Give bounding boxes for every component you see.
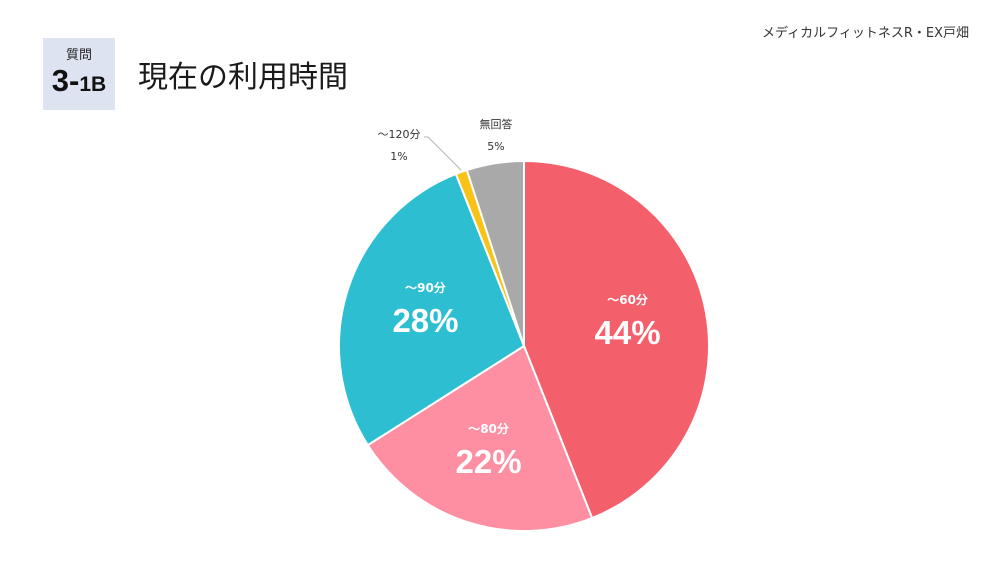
slice-value-4: 5% [487,140,504,153]
question-number-main: 3- [51,63,80,98]
org-label: メディカルフィットネスR・EX戸畑 [762,26,969,41]
slice-value-1: 22% [456,443,522,480]
slice-label-0: ～60分 [607,292,648,307]
leader-line-3 [424,136,462,171]
slice-value-3: 1% [390,150,407,163]
slice-label-1: ～80分 [468,421,509,436]
slice-label-2: ～90分 [405,280,446,295]
question-number-sub: 1B [79,73,107,96]
page-title: 現在の利用時間 [138,60,348,95]
question-number: 3-1B [43,63,115,99]
slice-label-3: ～120分 [378,128,421,141]
slice-label-4: 無回答 [480,117,513,131]
question-badge-label: 質問 [65,48,92,63]
question-badge: 質問 3-1B [43,38,115,110]
pie-slice-2 [338,172,526,447]
slice-value-2: 28% [392,302,458,339]
pie-slice-1 [366,344,594,532]
slice-value-0: 44% [595,314,661,351]
pie-slice-0 [523,159,710,520]
pie-slice-4 [465,159,525,347]
